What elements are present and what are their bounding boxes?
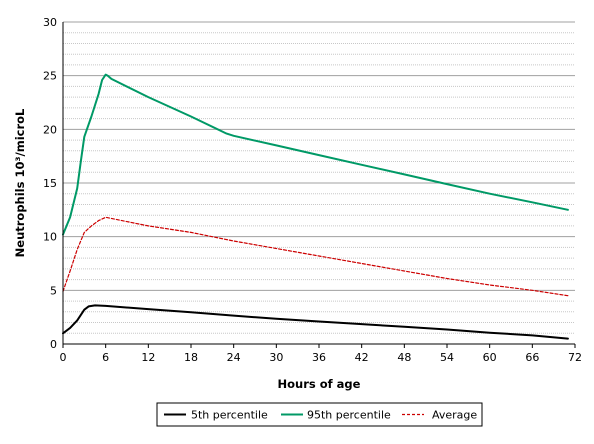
x-tick-label: 54 [440,351,454,364]
y-tick-label: 15 [43,177,57,190]
x-tick-label: 48 [397,351,411,364]
y-tick-label: 30 [43,16,57,29]
series-lines [62,73,569,340]
x-tick-label: 42 [355,351,369,364]
series-line-average [62,216,569,297]
x-axis-title: Hours of age [278,377,361,391]
legend-label-average: Average [432,409,477,422]
series-line-5th-percentile [62,304,569,340]
x-tick-label: 0 [60,351,67,364]
x-tick-label: 18 [184,351,198,364]
y-tick-label: 5 [50,284,57,297]
legend-label-5th-percentile: 5th percentile [191,409,268,422]
y-tick-label: 20 [43,123,57,136]
x-tick-label: 72 [568,351,582,364]
x-tick-label: 60 [483,351,497,364]
legend: 5th percentile 95th percentile Average [156,402,483,427]
legend-box [156,402,483,427]
x-tick-label: 24 [227,351,241,364]
y-tick-label: 10 [43,231,57,244]
x-tick-label: 6 [102,351,109,364]
x-tick-label: 12 [141,351,155,364]
series-line-95th-percentile [62,73,569,236]
x-tick-label: 66 [525,351,539,364]
grid-lines [63,21,575,334]
legend-label-95th-percentile: 95th percentile [307,409,391,422]
y-tick-label: 0 [50,338,57,351]
y-tick-label: 25 [43,70,57,83]
x-tick-label: 30 [269,351,283,364]
y-axis-title: Neutrophils 10³/microL [13,108,27,257]
y-tick-labels: 0 5 10 15 20 25 30 [43,16,57,351]
x-tick-label: 36 [312,351,326,364]
x-tick-labels: 0 6 12 18 24 30 36 42 48 54 60 66 72 [60,344,582,364]
